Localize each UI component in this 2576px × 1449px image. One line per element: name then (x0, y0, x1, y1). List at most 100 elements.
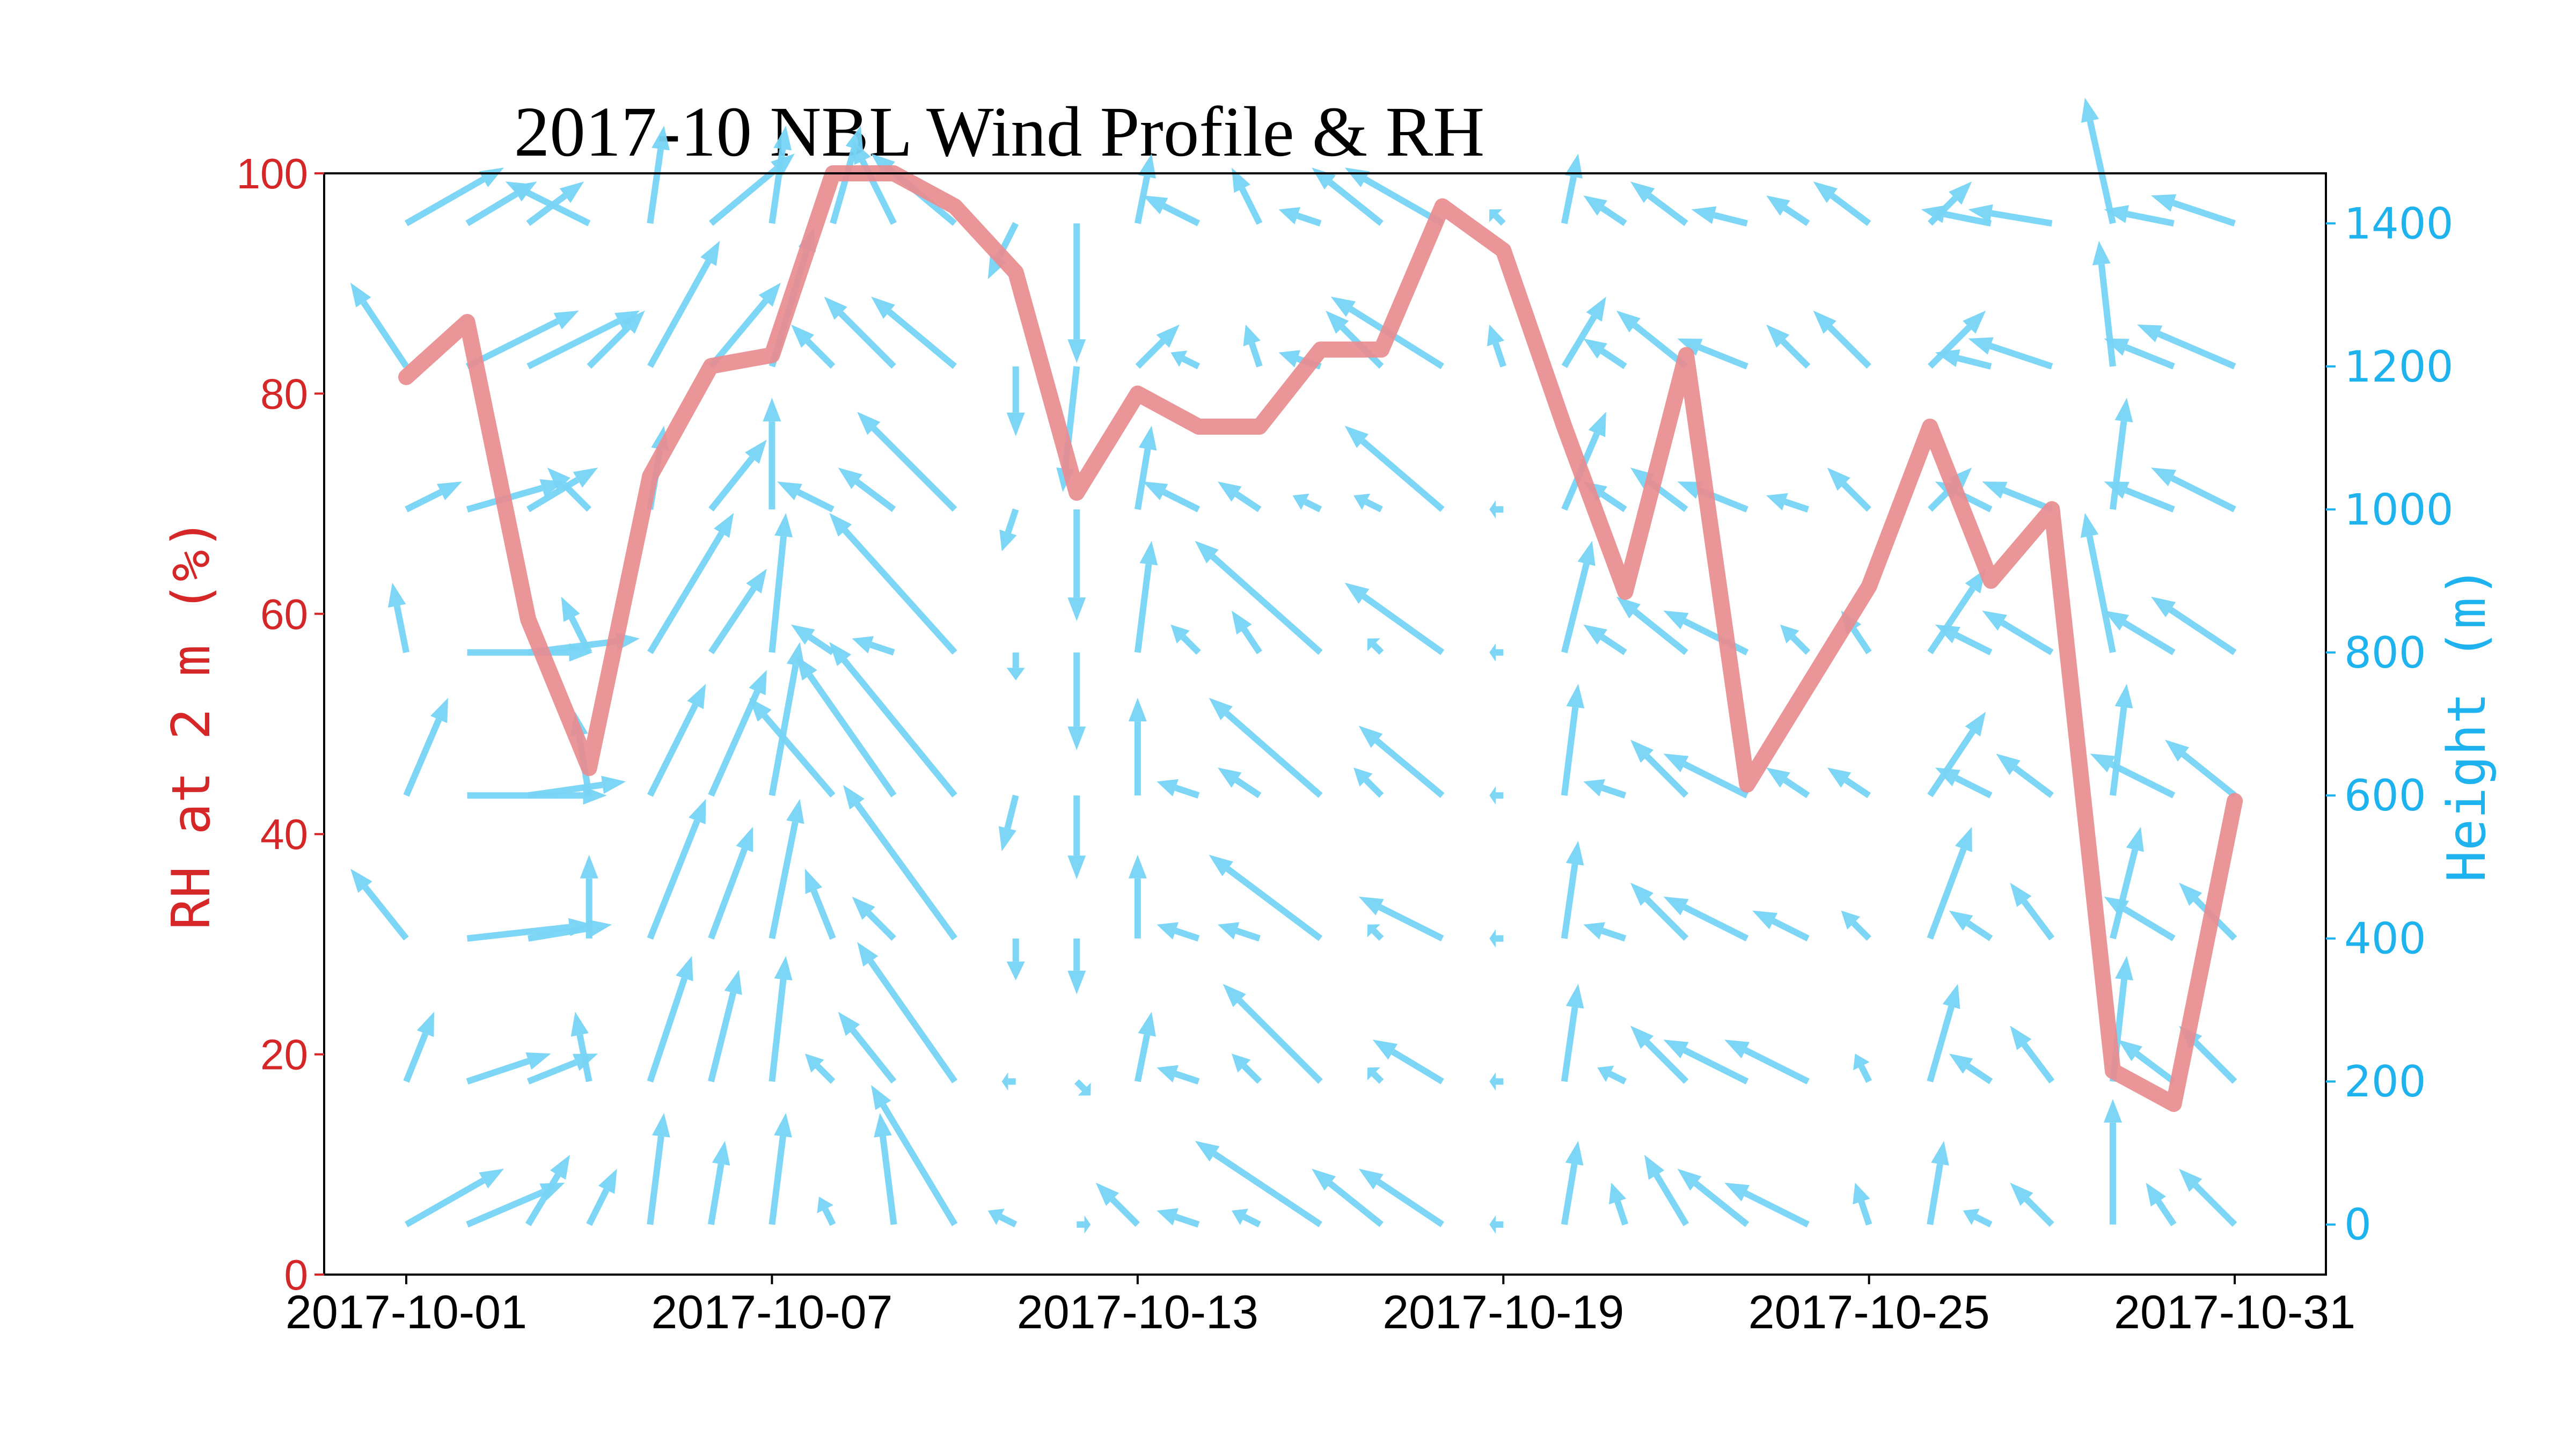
wind-vector (1616, 310, 1688, 369)
wind-vector (1170, 624, 1201, 655)
wind-vector (1561, 296, 1606, 368)
wind-vector (1095, 1182, 1140, 1227)
wind-vector (708, 282, 781, 369)
wind-vector (2151, 467, 2236, 513)
wind-vector (708, 670, 767, 797)
wind-vector (1766, 493, 1810, 513)
wind-vector (987, 1209, 1018, 1228)
wind-vector (1353, 493, 1383, 513)
wind-vector (1691, 206, 1748, 227)
wind-vector (791, 324, 836, 369)
chart-title: 2017-10 NBL Wind Profile & RH (514, 92, 1485, 171)
wind-vector (804, 868, 836, 940)
wind-vector (2104, 481, 2175, 513)
wind-vector (1935, 624, 1993, 656)
y-tick-label: 80 (260, 370, 308, 418)
wind-vector (2104, 205, 2175, 227)
wind-vector (1853, 1053, 1872, 1083)
wind-vector (2151, 194, 2236, 226)
wind-vector (580, 854, 598, 939)
wind-vector (1344, 167, 1444, 226)
wind-vector (587, 310, 645, 369)
y2-tick-label: 400 (2344, 914, 2426, 964)
wind-vector (526, 181, 584, 226)
wind-vector (999, 508, 1019, 552)
wind-vector (647, 126, 670, 224)
wind-vector (1813, 181, 1871, 226)
wind-vector (1724, 1040, 1810, 1085)
wind-vector (1143, 195, 1201, 226)
wind-vector (2104, 338, 2175, 370)
wind-vector (403, 1012, 434, 1083)
wind-vector (1561, 540, 1596, 654)
wind-vector (1489, 643, 1504, 662)
wind-vector (1608, 1182, 1629, 1226)
wind-vector (2103, 1099, 2122, 1225)
wind-vector (1583, 922, 1627, 942)
wind-vector (1841, 910, 1871, 941)
wind-vector (817, 1196, 836, 1226)
wind-vector (405, 481, 462, 513)
wind-vector (1326, 310, 1384, 369)
wind-vector (647, 799, 706, 940)
wind-vector (2110, 684, 2133, 796)
wind-vector (1344, 582, 1445, 655)
wind-vector (1278, 207, 1322, 226)
wind-vector (2118, 1040, 2176, 1085)
x-tick-label: 2017-10-13 (1017, 1285, 1258, 1338)
wind-vector (1223, 984, 1323, 1084)
wind-vector (1128, 854, 1147, 939)
wind-vector (1067, 509, 1086, 621)
wind-vector (547, 467, 591, 512)
wind-vector (857, 412, 957, 512)
wind-vector (1489, 209, 1506, 226)
wind-vector (1583, 779, 1627, 799)
wind-vector (1358, 1168, 1445, 1227)
wind-vector (871, 296, 957, 369)
wind-vector (1583, 195, 1627, 226)
wind-vector (505, 181, 591, 226)
wind-vector (1561, 984, 1584, 1082)
wind-vector (1312, 1168, 1384, 1227)
wind-vector (586, 1168, 617, 1226)
wind-vector (1487, 324, 1506, 368)
wind-vector (1367, 1067, 1384, 1084)
wind-vector (1143, 481, 1201, 513)
wind-vector (1561, 1140, 1584, 1225)
wind-vector (1928, 310, 1986, 369)
wind-vector (1561, 153, 1583, 224)
wind-vector (1724, 1182, 1810, 1228)
y-tick-label: 0 (284, 1251, 309, 1299)
wind-vector (1766, 767, 1810, 799)
wind-vector (1982, 481, 2053, 513)
wind-vector (769, 956, 793, 1082)
wind-vector (1927, 1140, 1949, 1225)
wind-vector (1330, 296, 1444, 369)
wind-vector (387, 582, 409, 653)
wind-vector (1630, 181, 1688, 226)
wind-vector (1583, 338, 1627, 369)
wind-vector (1209, 854, 1323, 941)
wind-vector (838, 467, 896, 513)
wind-vector (1927, 826, 1972, 940)
wind-vector (1344, 426, 1445, 512)
wind-vector (1243, 324, 1263, 368)
wind-vector (2080, 513, 2116, 653)
wind-vector (1170, 350, 1201, 370)
wind-vectors (350, 98, 2237, 1234)
wind-vector (1157, 922, 1200, 942)
y-tick-label: 40 (260, 810, 308, 858)
wind-vector (874, 1113, 897, 1225)
wind-vector (1367, 638, 1384, 655)
wind-vector (1372, 1040, 1444, 1085)
wind-vector (769, 1113, 792, 1225)
wind-vector (824, 296, 896, 369)
wind-vector (647, 1113, 670, 1225)
wind-vector (526, 310, 640, 370)
wind-vector (466, 1052, 551, 1085)
wind-vector (1489, 1215, 1504, 1234)
wind-vector (791, 624, 835, 655)
wind-vector (1231, 1209, 1261, 1228)
x-tick-label: 2017-10-31 (2114, 1285, 2355, 1338)
wind-vector (2010, 882, 2055, 941)
